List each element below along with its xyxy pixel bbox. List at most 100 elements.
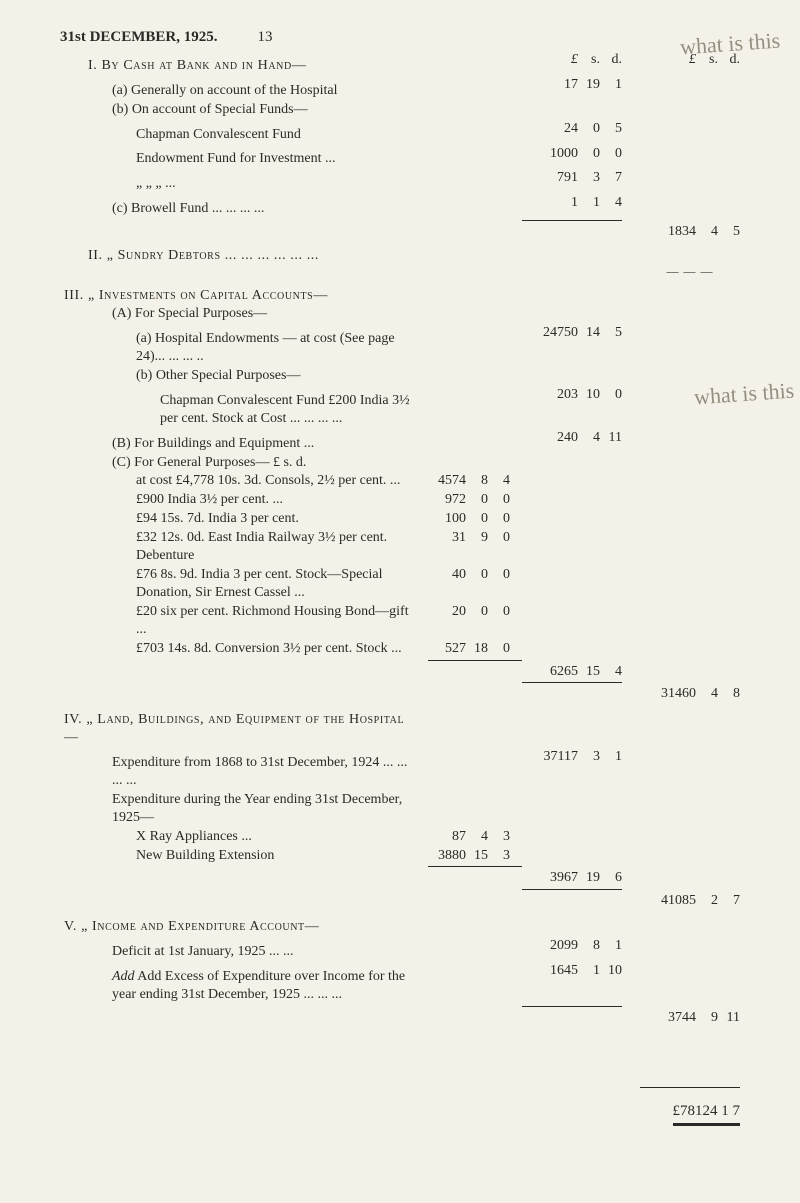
sec5-a-l: 2099 <box>522 937 578 955</box>
sec3-C4-d: 0 <box>488 529 510 547</box>
sec3-Aa-d: 5 <box>600 324 622 342</box>
sec4-title: „ Land, Buildings, and Equipment of the … <box>64 712 404 745</box>
sec3-title: „ Investments on Capital Accounts— <box>88 288 328 303</box>
sec3-C6-l: 20 <box>416 603 466 621</box>
grand-total-row: £78124 1 7 <box>60 1102 740 1126</box>
header-page: 13 <box>258 28 273 47</box>
sec3-C2: £900 India 3½ per cent. ... <box>60 491 416 509</box>
sec3-B: (B) For Buildings and Equipment ... <box>60 435 416 453</box>
sec3-C3-l: 100 <box>416 510 466 528</box>
sec4-bmid-l: 3967 <box>522 869 578 887</box>
sec4-b2-d: 3 <box>488 847 510 865</box>
sec1-total-s: 4 <box>696 223 718 241</box>
sec1-a-d: 1 <box>600 76 622 94</box>
sec1-b2-l: 1000 <box>522 145 578 163</box>
colh-m-s: s. <box>578 51 600 69</box>
sec3-C6: £20 six per cent. Richmond Housing Bond—… <box>60 603 416 639</box>
sec5-total-l: 3744 <box>640 1009 696 1027</box>
sec5-title: „ Income and Expenditure Account— <box>81 919 319 934</box>
header-date: 31st DECEMBER, 1925. <box>60 28 218 47</box>
sec1-total-l: 1834 <box>640 223 696 241</box>
colh-m-d: d. <box>600 51 622 69</box>
sec3-C7-s: 18 <box>466 640 488 658</box>
sec3-Aa-l: 24750 <box>522 324 578 342</box>
sec4-a: Expenditure from 1868 to 31st December, … <box>60 754 416 790</box>
sec3-C2-s: 0 <box>466 491 488 509</box>
rule <box>522 1006 622 1007</box>
sec4-bmid-s: 19 <box>578 869 600 887</box>
sec1-roman: I. <box>88 58 97 73</box>
sec4-bmid-d: 6 <box>600 869 622 887</box>
sec5-total-s: 9 <box>696 1009 718 1027</box>
sec4-b1-l: 87 <box>416 828 466 846</box>
sec5-total-d: 11 <box>718 1009 740 1027</box>
rule <box>428 660 522 661</box>
sec2-dash: — — — <box>640 266 740 277</box>
sec5-a-d: 1 <box>600 937 622 955</box>
sec3-C4: £32 12s. 0d. East India Railway 3½ per c… <box>60 529 416 565</box>
sec4-total-s: 2 <box>696 892 718 910</box>
sec3-C6-s: 0 <box>466 603 488 621</box>
sec3-roman: III. <box>64 288 84 303</box>
sec4-roman: IV. <box>64 712 82 727</box>
sec3-C1-s: 8 <box>466 472 488 490</box>
column-headers: I. By Cash at Bank and in Hand— £ s. d. … <box>60 51 740 75</box>
sec5-b-text: Add Excess of Expenditure over Income fo… <box>112 969 405 1002</box>
sec3-B-s: 4 <box>578 429 600 447</box>
sec3-C5-s: 0 <box>466 566 488 584</box>
sec1-b1-s: 0 <box>578 120 600 138</box>
sec1-b2-s: 0 <box>578 145 600 163</box>
sec3-Ab1-s: 10 <box>578 386 600 404</box>
sec1-b1-l: 24 <box>522 120 578 138</box>
sec3-C4-s: 9 <box>466 529 488 547</box>
colh-t-d: d. <box>718 51 740 69</box>
colh-m-l: £ <box>522 51 578 69</box>
sec3-A-a: (a) Hospital Endowments — at cost (See p… <box>60 330 416 366</box>
sec3-C1-l: 4574 <box>416 472 466 490</box>
sec3-B-l: 240 <box>522 429 578 447</box>
sec5-a: Deficit at 1st January, 1925 ... ... <box>60 943 416 961</box>
sec1-c-l: 1 <box>522 194 578 212</box>
grand-total: £78124 1 7 <box>673 1102 741 1126</box>
sec3-C3-d: 0 <box>488 510 510 528</box>
sec3-Cmid-l: 6265 <box>522 663 578 681</box>
sec4-b2-s: 15 <box>466 847 488 865</box>
sec3-C7: £703 14s. 8d. Conversion 3½ per cent. St… <box>60 640 416 658</box>
rule <box>522 889 622 890</box>
sec3-Cmid-s: 15 <box>578 663 600 681</box>
sec4-b2-l: 3880 <box>416 847 466 865</box>
sec1-c-d: 4 <box>600 194 622 212</box>
sec2-title: „ Sundry Debtors ... ... ... ... ... ... <box>107 248 319 263</box>
sec3-C7-d: 0 <box>488 640 510 658</box>
sec3-Cmid-d: 4 <box>600 663 622 681</box>
sec3-C3: £94 15s. 7d. India 3 per cent. <box>60 510 416 528</box>
sec3-C7-l: 527 <box>416 640 466 658</box>
sec5-a-s: 8 <box>578 937 600 955</box>
sec4-total-d: 7 <box>718 892 740 910</box>
sec4-b1-s: 4 <box>466 828 488 846</box>
sec4-b1: X Ray Appliances ... <box>60 828 416 846</box>
sec3-C1-d: 4 <box>488 472 510 490</box>
rule <box>522 682 622 683</box>
sec5-b: Add Add Excess of Expenditure over Incom… <box>60 968 416 1004</box>
sec5-b-d: 10 <box>600 962 622 980</box>
sec1-b2: Endowment Fund for Investment ... <box>60 150 416 168</box>
header: 31st DECEMBER, 1925. 13 <box>60 28 740 47</box>
sec3-C1: at cost £4,778 10s. 3d. Consols, 2½ per … <box>60 472 416 490</box>
sec1-a-s: 19 <box>578 76 600 94</box>
sec3-C: (C) For General Purposes— £ s. d. <box>60 454 416 472</box>
sec5-roman: V. <box>64 919 77 934</box>
sec4-b1-d: 3 <box>488 828 510 846</box>
sec1-title: By Cash at Bank and in Hand— <box>101 58 306 73</box>
sec1-c-s: 1 <box>578 194 600 212</box>
sec1-b3-d: 7 <box>600 169 622 187</box>
sec3-A-b1: Chapman Convalescent Fund £200 India 3½ … <box>60 392 416 428</box>
sec2-roman: II. <box>88 248 103 263</box>
sec4-a-l: 37117 <box>522 748 578 766</box>
sec1-b3-l: 791 <box>522 169 578 187</box>
sec1-a: (a) Generally on account of the Hospital <box>60 82 416 100</box>
sec3-C2-d: 0 <box>488 491 510 509</box>
sec3-C3-s: 0 <box>466 510 488 528</box>
sec3-C6-d: 0 <box>488 603 510 621</box>
sec3-A-b: (b) Other Special Purposes— <box>60 367 416 385</box>
